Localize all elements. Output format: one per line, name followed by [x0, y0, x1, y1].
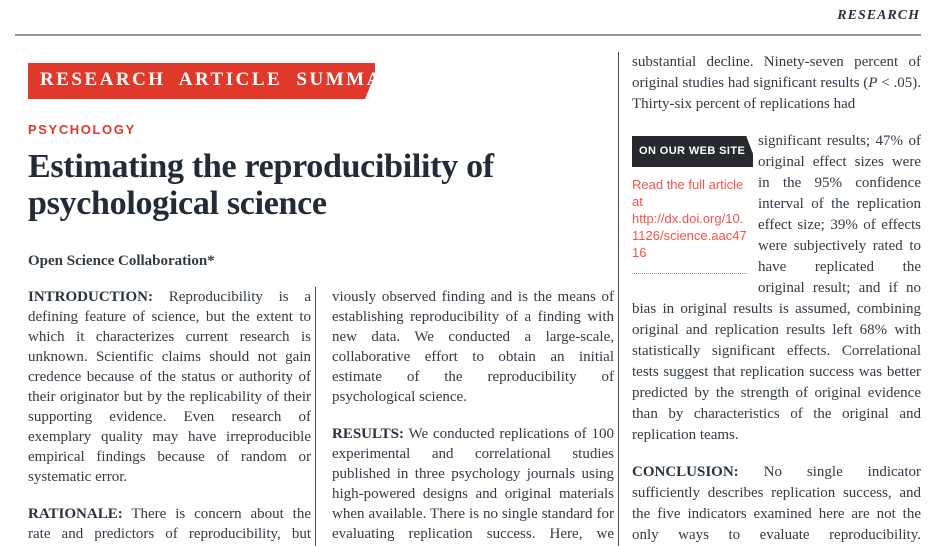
summary-paragraph-wrapped: significant results; 47% of original eff… — [632, 131, 921, 446]
column-2: viously observed finding and is the mean… — [332, 287, 614, 546]
conclusion-heading: CONCLUSION: — [632, 464, 739, 480]
summary-text-a: substantial decline. Ninety-seven percen… — [632, 54, 921, 91]
summary-paragraph-top: substantial decline. Ninety-seven percen… — [632, 52, 921, 115]
intro-heading: INTRODUCTION: — [28, 289, 154, 305]
subject-kicker: PSYCHOLOGY — [28, 122, 136, 137]
article-title-line2: psychological science — [28, 185, 327, 222]
running-head-section: RESEARCH — [837, 8, 920, 23]
results-paragraph: RESULTS: We conducted replications of 10… — [332, 424, 614, 546]
summary-wrap-zone: ON OUR WEB SITE Read the full article at… — [632, 131, 921, 446]
web-site-callout-ribbon: ON OUR WEB SITE — [632, 136, 753, 167]
column-1: INTRODUCTION: Reproducibility is a defin… — [28, 287, 311, 546]
masthead-rule — [15, 34, 921, 36]
intro-paragraph: INTRODUCTION: Reproducibility is a defin… — [28, 287, 311, 487]
rationale-text: There is concern about the rate and pred… — [28, 506, 311, 542]
summary-text-c: significant results; 47% of original eff… — [632, 133, 921, 443]
conclusion-text: No single indicator sufficiently describ… — [632, 464, 921, 543]
article-title: Estimating the reproducibility of psycho… — [28, 148, 608, 222]
column-3: substantial decline. Ninety-seven percen… — [632, 52, 921, 546]
article-title-line1: Estimating the reproducibility of — [28, 148, 494, 185]
continued-paragraph: viously observed finding and is the mean… — [332, 287, 614, 407]
rationale-heading: RATIONALE: — [28, 506, 123, 522]
summary-p-symbol: P — [868, 75, 878, 91]
article-type-banner-label: RESEARCH ARTICLE SUMMARY — [40, 69, 415, 90]
rationale-paragraph: RATIONALE: There is concern about the ra… — [28, 504, 311, 546]
web-site-callout: ON OUR WEB SITE Read the full article at… — [632, 136, 747, 274]
article-type-banner: RESEARCH ARTICLE SUMMARY — [28, 63, 375, 99]
summary-text-b: < .05). Thirty-six percent of replicatio… — [632, 75, 921, 112]
results-heading: RESULTS: — [332, 426, 404, 442]
continued-text: viously observed finding and is the mean… — [332, 289, 614, 405]
column-divider-1 — [315, 287, 316, 546]
byline: Open Science Collaboration* — [28, 253, 215, 269]
column-divider-2 — [618, 52, 619, 546]
results-text-a: We conducted replications of 100 experim… — [332, 426, 614, 542]
conclusion-paragraph: CONCLUSION: No single indicator sufficie… — [632, 462, 921, 546]
full-article-doi-link[interactable]: Read the full article at http://dx.doi.o… — [632, 177, 747, 260]
intro-text: Reproducibility is a defining feature of… — [28, 289, 311, 485]
